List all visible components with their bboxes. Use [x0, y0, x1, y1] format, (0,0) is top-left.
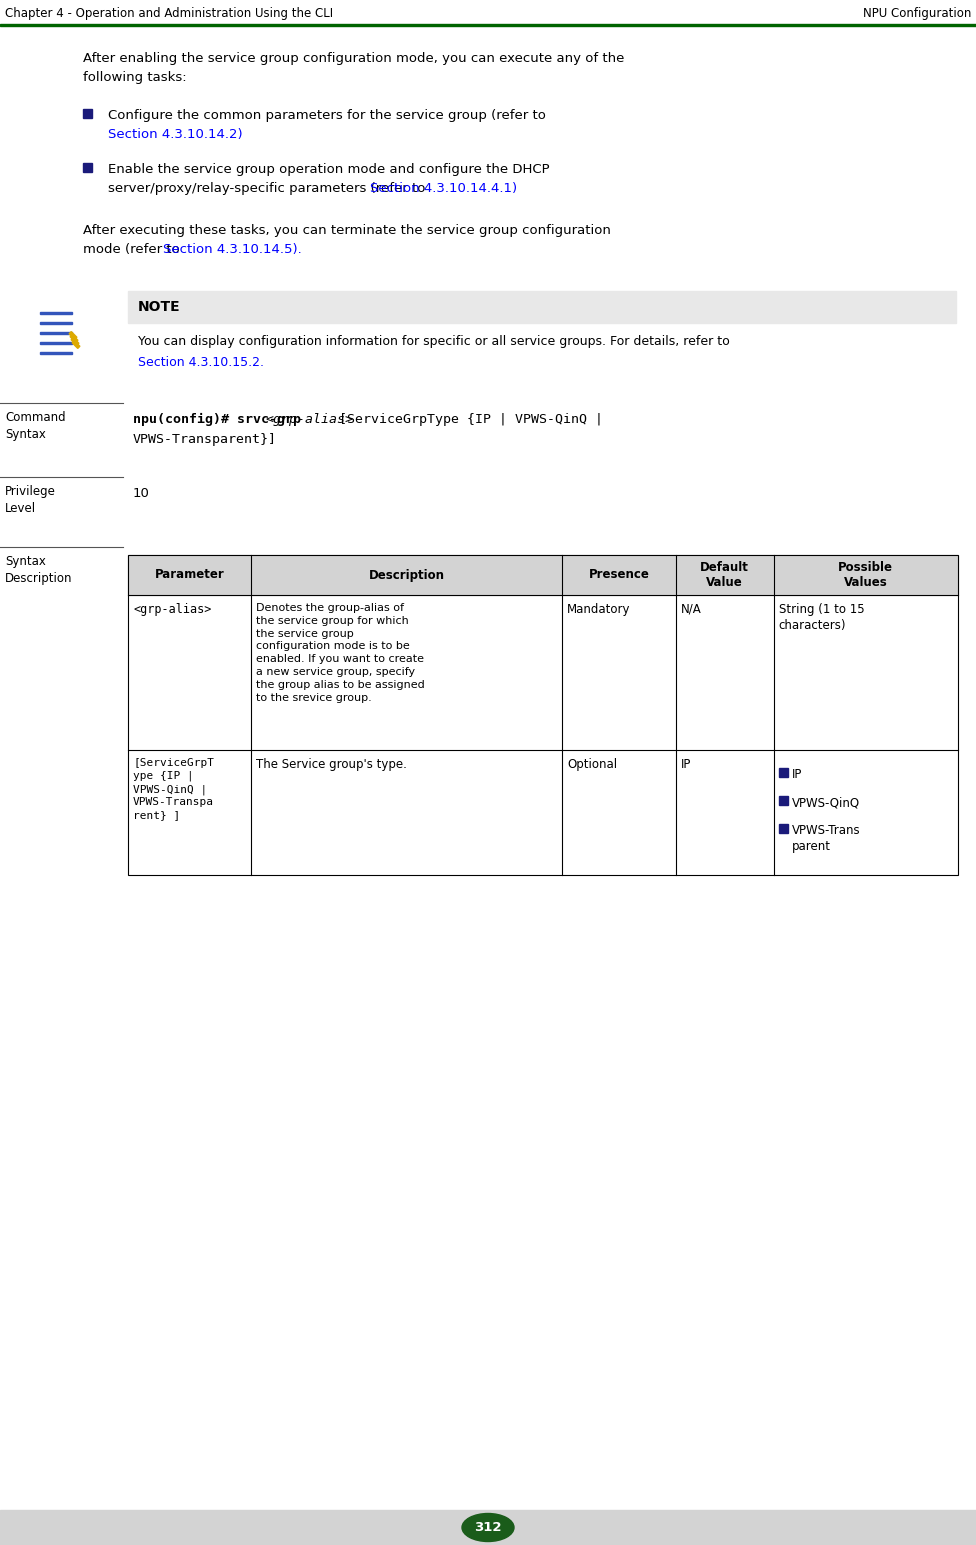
Bar: [128, 555, 958, 595]
Text: mode (refer to: mode (refer to: [83, 243, 184, 256]
Text: Chapter 4 - Operation and Administration Using the CLI: Chapter 4 - Operation and Administration…: [5, 6, 333, 20]
Bar: [69, 332, 77, 340]
Text: Section 4.3.10.14.4.1): Section 4.3.10.14.4.1): [370, 182, 517, 195]
Bar: [40, 341, 72, 345]
Text: Optional: Optional: [567, 759, 617, 771]
Text: [ServiceGrpType {IP | VPWS-QinQ |: [ServiceGrpType {IP | VPWS-QinQ |: [331, 413, 603, 426]
Text: N/A: N/A: [681, 603, 702, 616]
Bar: [71, 338, 79, 346]
Text: server/proxy/relay-specific parameters (refer to: server/proxy/relay-specific parameters (…: [108, 182, 429, 195]
Bar: [37, 294, 83, 351]
Text: Denotes the group-alias of
the service group for which
the service group
configu: Denotes the group-alias of the service g…: [256, 603, 425, 703]
Bar: [779, 823, 788, 833]
Text: Possible
Values: Possible Values: [838, 561, 893, 589]
Text: NPU Configuration: NPU Configuration: [863, 6, 971, 20]
Text: Configure the common parameters for the service group (refer to: Configure the common parameters for the …: [108, 110, 546, 122]
Text: System Manual: System Manual: [872, 1520, 968, 1534]
Text: Syntax
Description: Syntax Description: [5, 555, 72, 586]
Bar: [0, 1509, 976, 1545]
Text: Parameter: Parameter: [154, 569, 224, 581]
Text: 4Motion: 4Motion: [8, 1520, 59, 1534]
Text: NOTE: NOTE: [138, 300, 181, 314]
Bar: [72, 340, 80, 348]
Bar: [70, 335, 78, 343]
Text: Presence: Presence: [589, 569, 649, 581]
Bar: [779, 768, 788, 777]
Bar: [128, 749, 958, 874]
Text: Privilege
Level: Privilege Level: [5, 485, 56, 514]
Bar: [0, 23, 976, 26]
Text: [ServiceGrpT
ype {IP |
VPWS-QinQ |
VPWS-Transpa
rent} ]: [ServiceGrpT ype {IP | VPWS-QinQ | VPWS-…: [133, 759, 214, 820]
Bar: [128, 555, 958, 874]
Bar: [779, 796, 788, 805]
Bar: [40, 321, 72, 324]
Text: 312: 312: [474, 1520, 502, 1534]
Text: npu(config)# srvc-grp: npu(config)# srvc-grp: [133, 413, 309, 426]
Text: <grp-alias>: <grp-alias>: [265, 413, 353, 426]
Text: IP: IP: [792, 768, 802, 782]
Bar: [83, 164, 92, 171]
Text: Section 4.3.10.14.2): Section 4.3.10.14.2): [108, 128, 243, 141]
Bar: [40, 312, 72, 314]
Text: You can display configuration information for specific or all service groups. Fo: You can display configuration informatio…: [138, 335, 730, 348]
Text: Default
Value: Default Value: [701, 561, 750, 589]
Text: After executing these tasks, you can terminate the service group configuration: After executing these tasks, you can ter…: [83, 224, 611, 236]
Ellipse shape: [462, 1514, 514, 1542]
Bar: [128, 290, 956, 323]
Text: <grp-alias>: <grp-alias>: [133, 603, 212, 616]
Bar: [40, 352, 72, 354]
Bar: [40, 332, 72, 334]
Text: VPWS-Transparent}]: VPWS-Transparent}]: [133, 433, 277, 447]
Text: VPWS-Trans
parent: VPWS-Trans parent: [792, 823, 861, 853]
Text: IP: IP: [681, 759, 691, 771]
Text: Section 4.3.10.14.5).: Section 4.3.10.14.5).: [163, 243, 302, 256]
Bar: [83, 110, 92, 117]
Bar: [128, 595, 958, 749]
Text: following tasks:: following tasks:: [83, 71, 186, 83]
Text: VPWS-QinQ: VPWS-QinQ: [792, 796, 860, 810]
Text: Section 4.3.10.15.2.: Section 4.3.10.15.2.: [138, 355, 264, 369]
Text: Command
Syntax: Command Syntax: [5, 411, 65, 440]
Text: 10: 10: [133, 487, 150, 501]
Text: The Service group's type.: The Service group's type.: [256, 759, 407, 771]
Text: Description: Description: [369, 569, 444, 581]
Text: Mandatory: Mandatory: [567, 603, 630, 616]
Text: Enable the service group operation mode and configure the DHCP: Enable the service group operation mode …: [108, 164, 549, 176]
Text: After enabling the service group configuration mode, you can execute any of the: After enabling the service group configu…: [83, 53, 625, 65]
Text: String (1 to 15
characters): String (1 to 15 characters): [779, 603, 865, 632]
